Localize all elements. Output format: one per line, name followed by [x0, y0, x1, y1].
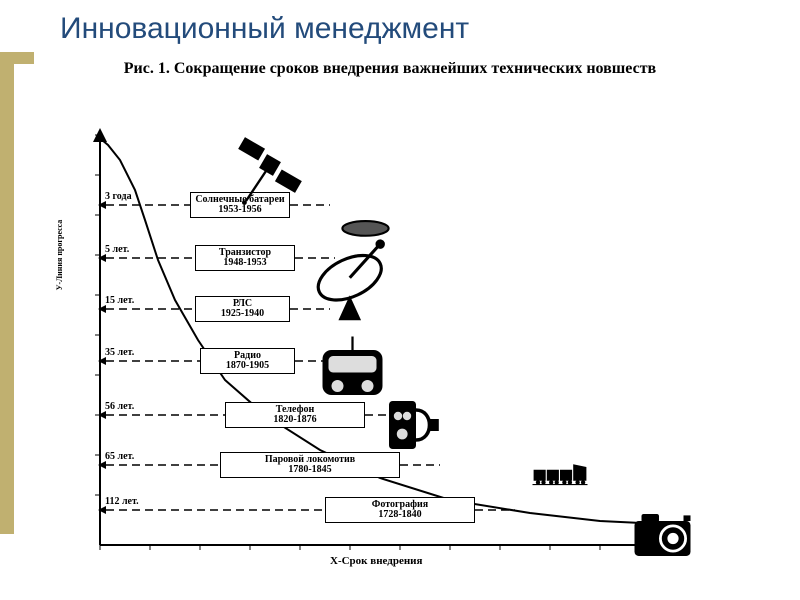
y-axis-label: У-Линия прогресса — [55, 180, 64, 330]
slide-title: Инновационный менеджмент — [60, 12, 469, 46]
item-years: 1820-1876 — [230, 415, 360, 425]
y-tick-label: 56 лет. — [105, 401, 134, 412]
chart: 3 года 5 лет. 15 лет. 35 лет. 56 лет. 65 лет.… — [40, 105, 740, 575]
item-years: 1925-1940 — [200, 309, 285, 319]
innovation-item-box: РЛС1925-1940 — [195, 296, 290, 322]
y-tick-label: 5 лет. — [105, 244, 129, 255]
dish-icon — [300, 220, 410, 325]
y-tick-label: 35 лет. — [105, 347, 134, 358]
item-years: 1728-1840 — [330, 510, 470, 520]
phone-icon — [360, 395, 460, 455]
y-tick-label: 112 лет. — [105, 496, 139, 507]
item-years: 1870-1905 — [205, 361, 290, 371]
figure-caption: Рис. 1. Сокращение сроков внедрения важн… — [40, 60, 740, 78]
innovation-item-box: Фотография1728-1840 — [325, 497, 475, 523]
satellite-icon — [210, 125, 330, 205]
accent-bar — [0, 64, 14, 534]
camera-icon — [595, 500, 730, 570]
accent-bar — [0, 52, 34, 64]
item-years: 1948-1953 — [200, 258, 290, 268]
item-years: 1780-1845 — [225, 465, 395, 475]
y-tick-label: 15 лет. — [105, 295, 134, 306]
slide: Инновационный менеджмент Рис. 1. Сокраще… — [0, 0, 800, 600]
y-tick-label: 3 года — [105, 191, 132, 202]
figure: Рис. 1. Сокращение сроков внедрения важн… — [40, 60, 740, 580]
innovation-item-box: Транзистор1948-1953 — [195, 245, 295, 271]
x-axis-label: Х-Срок внедрения — [330, 555, 422, 567]
item-years: 1953-1956 — [195, 205, 285, 215]
train-icon — [460, 445, 660, 500]
innovation-item-box: Паровой локомотив1780-1845 — [220, 452, 400, 478]
y-tick-label: 65 лет. — [105, 451, 134, 462]
innovation-item-box: Радио1870-1905 — [200, 348, 295, 374]
